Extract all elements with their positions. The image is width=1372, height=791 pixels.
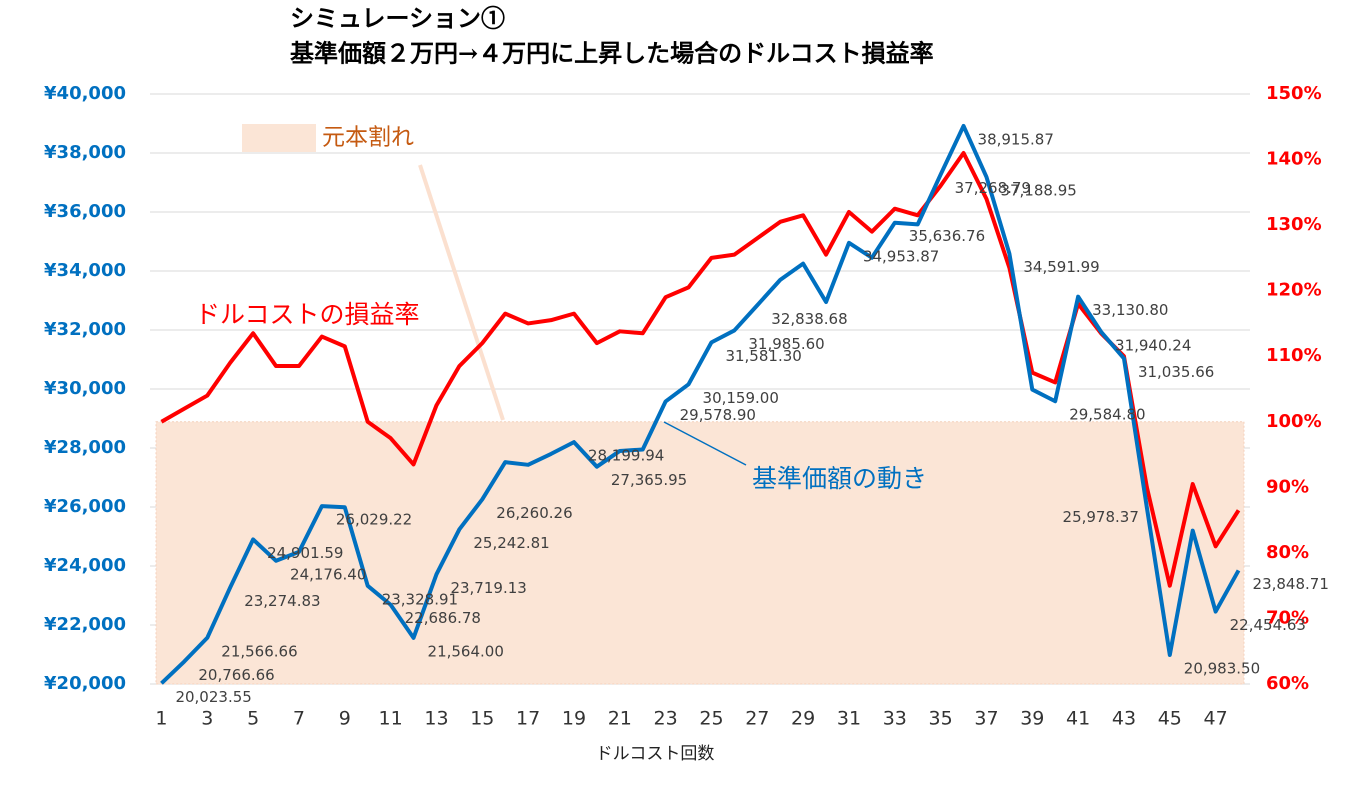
x-tick-label: 17	[516, 708, 540, 730]
data-label: 29,584.80	[1069, 406, 1145, 424]
data-label: 23,328.91	[382, 590, 458, 608]
data-label: 37,188.95	[1000, 181, 1076, 199]
x-axis-title: ドルコスト回数	[596, 744, 715, 764]
data-label: 37,268.79	[955, 179, 1031, 197]
y2-tick-label: 70%	[1266, 607, 1309, 628]
y-tick-label: ¥24,000	[44, 555, 126, 576]
series-line	[160, 151, 1241, 588]
x-tick-label: 23	[654, 708, 678, 730]
data-label: 27,365.95	[611, 471, 687, 489]
data-label: 23,848.71	[1253, 575, 1329, 593]
x-tick-label: 29	[791, 708, 815, 730]
x-tick-label: 43	[1112, 708, 1136, 730]
x-tick-label: 27	[745, 708, 769, 730]
y2-tick-label: 90%	[1266, 476, 1309, 497]
data-label: 25,242.81	[473, 534, 549, 552]
y2-tick-label: 120%	[1266, 280, 1322, 301]
data-label: 24,901.59	[267, 544, 343, 562]
loss-pointer	[418, 164, 505, 421]
data-label: 34,953.87	[863, 247, 939, 265]
x-tick-label: 19	[562, 708, 586, 730]
y-tick-label: ¥30,000	[44, 378, 126, 399]
data-label: 24,176.40	[290, 565, 366, 583]
y-tick-label: ¥34,000	[44, 260, 126, 281]
x-tick-label: 3	[201, 708, 213, 730]
x-tick-label: 25	[699, 708, 723, 730]
x-tick-label: 37	[974, 708, 998, 730]
y-tick-label: ¥40,000	[44, 83, 126, 104]
data-label: 33,130.80	[1092, 301, 1168, 319]
x-tick-label: 21	[608, 708, 632, 730]
data-label: 22,686.78	[405, 609, 481, 627]
data-label: 32,838.68	[771, 310, 847, 328]
loss-region	[155, 421, 1245, 685]
series-label: ドルコストの損益率	[195, 300, 420, 329]
data-label: 31,581.30	[725, 347, 801, 365]
loss-label: 元本割れ	[322, 125, 414, 151]
series-pointer	[663, 421, 747, 466]
y2-tick-label: 150%	[1266, 83, 1322, 104]
x-tick-label: 45	[1158, 708, 1182, 730]
x-tick-label: 39	[1020, 708, 1044, 730]
y-tick-label: ¥36,000	[44, 201, 126, 222]
data-label: 21,566.66	[221, 642, 297, 660]
y2-tick-label: 100%	[1266, 411, 1322, 432]
data-label: 31,985.60	[748, 335, 824, 353]
series-line	[160, 123, 1241, 685]
loss-legend-swatch	[242, 124, 316, 152]
x-tick-label: 47	[1204, 708, 1228, 730]
x-tick-label: 35	[929, 708, 953, 730]
x-tick-label: 9	[339, 708, 351, 730]
data-label: 31,940.24	[1115, 336, 1191, 354]
y2-tick-label: 130%	[1266, 214, 1322, 235]
data-label: 29,578.90	[680, 406, 756, 424]
y-tick-label: ¥38,000	[44, 142, 126, 163]
x-tick-label: 11	[379, 708, 403, 730]
chart-subtitle: 基準価額２万円→４万円に上昇した場合のドルコスト損益率	[290, 39, 934, 68]
y-tick-label: ¥26,000	[44, 496, 126, 517]
data-label: 35,636.76	[909, 227, 985, 245]
y2-tick-label: 60%	[1266, 673, 1309, 694]
x-tick-label: 5	[247, 708, 259, 730]
x-tick-label: 15	[470, 708, 494, 730]
x-tick-label: 41	[1066, 708, 1090, 730]
data-label: 21,564.00	[428, 642, 504, 660]
data-label: 34,591.99	[1023, 258, 1099, 276]
data-label: 30,159.00	[703, 389, 779, 407]
data-label: 28,199.94	[588, 447, 664, 465]
y-tick-label: ¥32,000	[44, 319, 126, 340]
y2-tick-label: 80%	[1266, 542, 1309, 563]
data-label: 23,719.13	[450, 579, 526, 597]
data-label: 23,274.83	[244, 592, 320, 610]
y-tick-label: ¥22,000	[44, 614, 126, 635]
data-label: 25,978.37	[1063, 508, 1139, 526]
data-label: 20,023.55	[175, 688, 251, 706]
x-tick-label: 7	[293, 708, 305, 730]
x-tick-label: 31	[837, 708, 861, 730]
y-tick-label: ¥20,000	[44, 673, 126, 694]
data-label: 20,983.50	[1184, 659, 1260, 677]
x-tick-label: 13	[424, 708, 448, 730]
data-label: 26,029.22	[336, 511, 412, 529]
chart-title: シミュレーション①	[290, 4, 505, 33]
x-tick-label: 33	[883, 708, 907, 730]
data-label: 26,260.26	[496, 504, 572, 522]
series-label: 基準価額の動き	[752, 464, 927, 493]
data-label: 20,766.66	[198, 666, 274, 684]
y2-tick-label: 140%	[1266, 149, 1322, 170]
data-label: 38,915.87	[978, 130, 1054, 148]
data-label: 31,035.66	[1138, 363, 1214, 381]
y2-tick-label: 110%	[1266, 345, 1322, 366]
x-tick-label: 1	[155, 708, 167, 730]
y-tick-label: ¥28,000	[44, 437, 126, 458]
data-label: 22,454.63	[1230, 616, 1306, 634]
